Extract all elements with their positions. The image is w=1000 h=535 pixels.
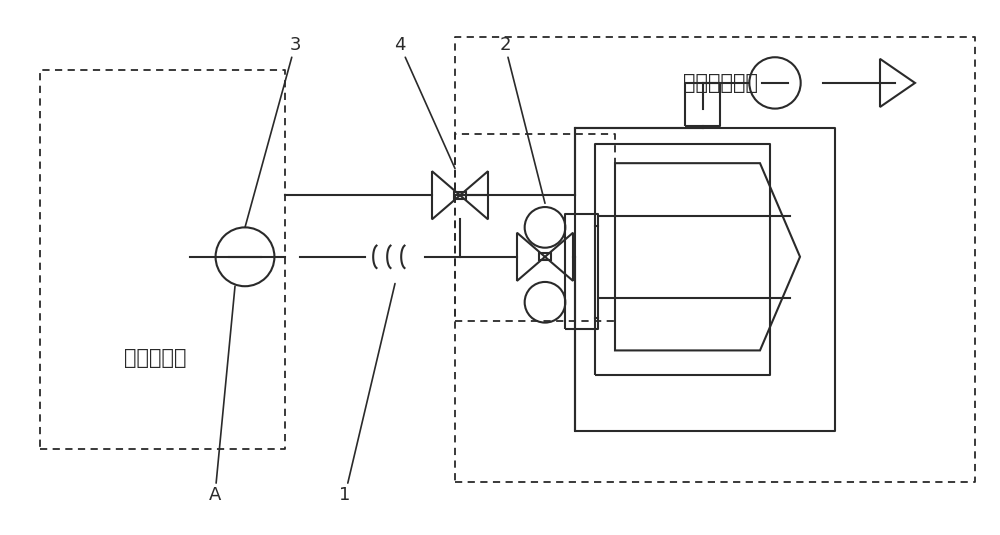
Bar [454, 192, 466, 198]
Text: 废液处理系统: 废液处理系统 [682, 73, 758, 93]
Bar [539, 254, 551, 260]
Text: 柱吸附系统: 柱吸附系统 [124, 348, 186, 369]
Text: 2: 2 [499, 36, 545, 203]
Text: A: A [209, 286, 235, 504]
Text: 1: 1 [339, 284, 395, 504]
Text: 4: 4 [394, 36, 455, 169]
Text: 3: 3 [245, 36, 301, 227]
